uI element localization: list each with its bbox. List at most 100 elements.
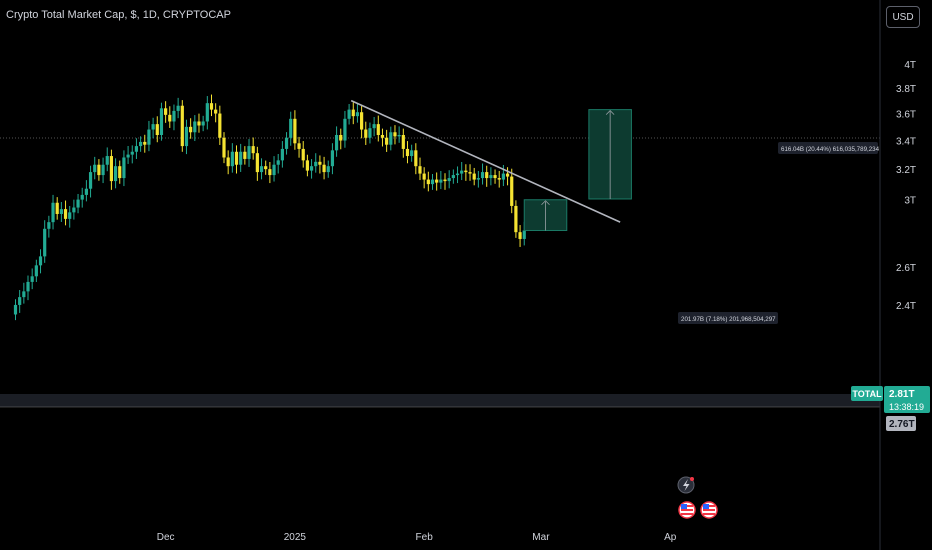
candle-body bbox=[314, 161, 318, 167]
candle-body bbox=[189, 126, 193, 133]
candle-body bbox=[155, 124, 159, 135]
candle-body bbox=[84, 188, 88, 195]
candle-body bbox=[297, 143, 301, 149]
candle-body bbox=[360, 112, 364, 130]
candle-body bbox=[397, 134, 401, 137]
candle-body bbox=[497, 178, 501, 180]
candle-body bbox=[118, 166, 122, 179]
candles bbox=[13, 94, 526, 321]
measurement-boxes bbox=[523, 109, 632, 231]
current-price-band bbox=[0, 394, 880, 407]
candle-body bbox=[26, 281, 30, 292]
candle-body bbox=[193, 121, 197, 133]
candle-body bbox=[159, 108, 164, 135]
us-flag-icon[interactable] bbox=[678, 501, 696, 519]
candle-body bbox=[351, 109, 355, 117]
y-tick-label: 3.2T bbox=[896, 165, 916, 176]
y-axis: 4T 3.8T 3.6T 3.4T 3.2T 3T 2.6T 2.4T bbox=[896, 60, 916, 312]
candle-body bbox=[168, 114, 172, 122]
candle-body bbox=[76, 199, 80, 208]
y-tick-label: 3.8T bbox=[896, 84, 916, 95]
candle-body bbox=[522, 230, 526, 239]
measure-label-top: 616.04B (20.44%) 616,035,789,234 bbox=[778, 142, 880, 154]
candle-body bbox=[109, 156, 114, 182]
candle-body bbox=[339, 134, 343, 141]
symbol-label: TOTAL bbox=[852, 389, 882, 399]
trendline bbox=[350, 99, 621, 223]
candle-body bbox=[414, 150, 418, 167]
candle-body bbox=[230, 151, 234, 167]
candle-body bbox=[255, 153, 259, 173]
currency-button[interactable]: USD bbox=[886, 6, 920, 28]
candle-body bbox=[468, 172, 472, 174]
candle-body bbox=[284, 137, 289, 149]
candle-body bbox=[330, 150, 335, 167]
candle-body bbox=[493, 175, 497, 179]
candle-body bbox=[234, 151, 239, 165]
candle-body bbox=[364, 129, 368, 138]
prev-close-label: 2.76T bbox=[886, 416, 916, 431]
candle-body bbox=[460, 170, 464, 174]
candle-body bbox=[472, 173, 476, 180]
candle-body bbox=[259, 166, 264, 173]
candle-body bbox=[480, 172, 485, 179]
candle-body bbox=[139, 141, 143, 147]
us-flag-icon[interactable] bbox=[700, 501, 718, 519]
candle-body bbox=[18, 297, 22, 305]
candle-body bbox=[489, 175, 493, 179]
candle-body bbox=[38, 256, 43, 266]
candle-body bbox=[389, 132, 393, 145]
candle-body bbox=[422, 173, 426, 180]
current-price: 2.81T bbox=[889, 389, 915, 400]
candle-body bbox=[430, 179, 435, 185]
y-tick-label: 3.4T bbox=[896, 137, 916, 148]
candle-body bbox=[355, 112, 360, 117]
candle-body bbox=[151, 124, 155, 130]
candle-body bbox=[455, 173, 460, 176]
candle-body bbox=[485, 172, 489, 179]
candle-body bbox=[518, 232, 522, 239]
candle-body bbox=[272, 164, 276, 176]
candle-body bbox=[289, 118, 293, 138]
candle-body bbox=[326, 166, 330, 173]
measure-label-bottom: 201.97B (7.18%) 201,968,504,297 bbox=[678, 312, 778, 324]
candle-body bbox=[164, 108, 168, 115]
y-tick-label: 3.6T bbox=[896, 110, 916, 121]
candle-body bbox=[251, 146, 255, 154]
candle-body bbox=[401, 134, 405, 149]
candle-body bbox=[122, 157, 126, 179]
candle-body bbox=[34, 265, 38, 277]
event-flash-icon[interactable] bbox=[677, 476, 695, 494]
candle-body bbox=[343, 118, 347, 141]
x-tick-label: Dec bbox=[157, 532, 175, 543]
candle-body bbox=[505, 173, 510, 177]
candle-body bbox=[239, 151, 243, 165]
candle-body bbox=[410, 150, 414, 157]
candle-body bbox=[88, 172, 93, 189]
x-axis: Dec 2025 Feb Mar Ap bbox=[157, 532, 677, 543]
candle-body bbox=[451, 175, 455, 179]
candle-body bbox=[97, 164, 101, 176]
symbol-badge[interactable]: TOTAL bbox=[851, 386, 883, 401]
candle-body bbox=[93, 164, 97, 173]
candle-body bbox=[405, 148, 410, 157]
y-tick-label: 4T bbox=[904, 60, 916, 71]
candle-body bbox=[514, 205, 518, 233]
candle-body bbox=[105, 156, 109, 165]
y-tick-label: 2.6T bbox=[896, 263, 916, 274]
candle-body bbox=[476, 178, 480, 180]
candle-body bbox=[222, 137, 226, 158]
candle-body bbox=[197, 121, 201, 126]
candle-body bbox=[318, 161, 322, 165]
candle-body bbox=[385, 137, 389, 145]
candle-body bbox=[280, 148, 284, 161]
candle-body bbox=[209, 103, 214, 110]
candle-body bbox=[380, 134, 385, 138]
candle-body bbox=[47, 222, 51, 229]
y-tick-label: 2.4T bbox=[896, 301, 916, 312]
candle-body bbox=[226, 157, 230, 167]
candle-body bbox=[134, 146, 139, 152]
candle-body bbox=[501, 173, 505, 180]
candle-body bbox=[334, 134, 339, 151]
